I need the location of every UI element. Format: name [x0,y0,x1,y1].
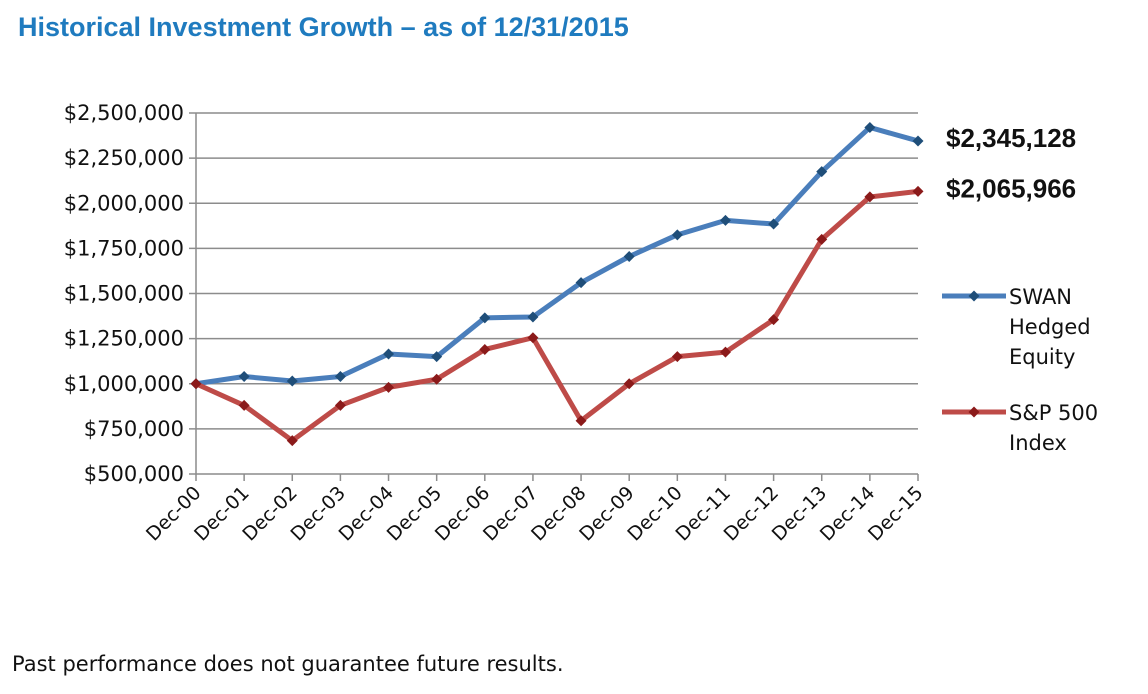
data-point [671,229,683,241]
end-labels: $2,345,128 $2,065,966 [946,123,1076,203]
data-point [238,371,250,383]
y-tick-label: $750,000 [84,417,184,441]
legend-label: S&P 500 [1009,401,1098,425]
data-point [431,373,443,385]
data-point [479,312,491,324]
legend-label: SWAN [1009,285,1072,309]
data-point [623,378,635,390]
legend: SWAN Hedged Equity S&P 500 Index [942,285,1098,455]
data-point [334,371,346,383]
data-point [912,185,924,197]
data-point [238,399,250,411]
legend-entry: SWAN Hedged Equity [942,285,1091,369]
data-point [190,378,202,390]
legend-swatch-marker [968,406,980,418]
data-point [479,343,491,355]
y-tick-label: $2,250,000 [64,146,184,170]
data-point [383,381,395,393]
y-tick-label: $1,250,000 [64,327,184,351]
series [190,121,924,447]
y-tick-label: $500,000 [84,462,184,486]
data-point [527,332,539,344]
data-point [334,399,346,411]
y-axis-ticks: $500,000 $750,000 $1,000,000 $1,250,000 $1,5… [64,101,184,486]
y-tick-label: $2,000,000 [64,191,184,215]
y-tick-label: $1,750,000 [64,236,184,260]
series-line [193,188,921,444]
disclaimer-footnote: Past performance does not guarantee futu… [12,652,564,676]
data-point [286,435,298,447]
legend-swatch-marker [968,290,980,302]
data-point [383,348,395,360]
data-point [431,351,443,363]
end-value-label: $2,345,128 [946,123,1076,153]
line-chart: $500,000 $750,000 $1,000,000 $1,250,000 $1,5… [64,101,1098,546]
legend-entry: S&P 500 Index [942,401,1098,455]
data-point [864,121,876,133]
data-point [719,214,731,226]
chart-title: Historical Investment Growth – as of 12/… [18,12,629,42]
data-point [912,135,924,147]
axes [189,112,919,481]
y-tick-label: $1,500,000 [64,282,184,306]
x-tick-label: Dec-15 [864,482,928,546]
data-point [719,346,731,358]
data-point [816,166,828,178]
data-point [671,351,683,363]
data-point [768,314,780,326]
end-value-label: $2,065,966 [946,173,1076,203]
x-axis-ticks: Dec-00Dec-01Dec-02Dec-03Dec-04Dec-05Dec-… [142,482,928,546]
legend-label: Equity [1009,345,1075,369]
data-point [575,415,587,427]
legend-label: Hedged [1009,315,1091,339]
data-point [816,233,828,245]
data-point [623,250,635,262]
data-point [768,218,780,230]
data-point [286,375,298,387]
data-point [575,277,587,289]
data-point [864,191,876,203]
y-tick-label: $2,500,000 [64,101,184,125]
series-sp500-index [190,185,924,447]
data-point [527,311,539,323]
y-tick-label: $1,000,000 [64,372,184,396]
legend-label: Index [1009,431,1067,455]
series-line [193,124,921,387]
